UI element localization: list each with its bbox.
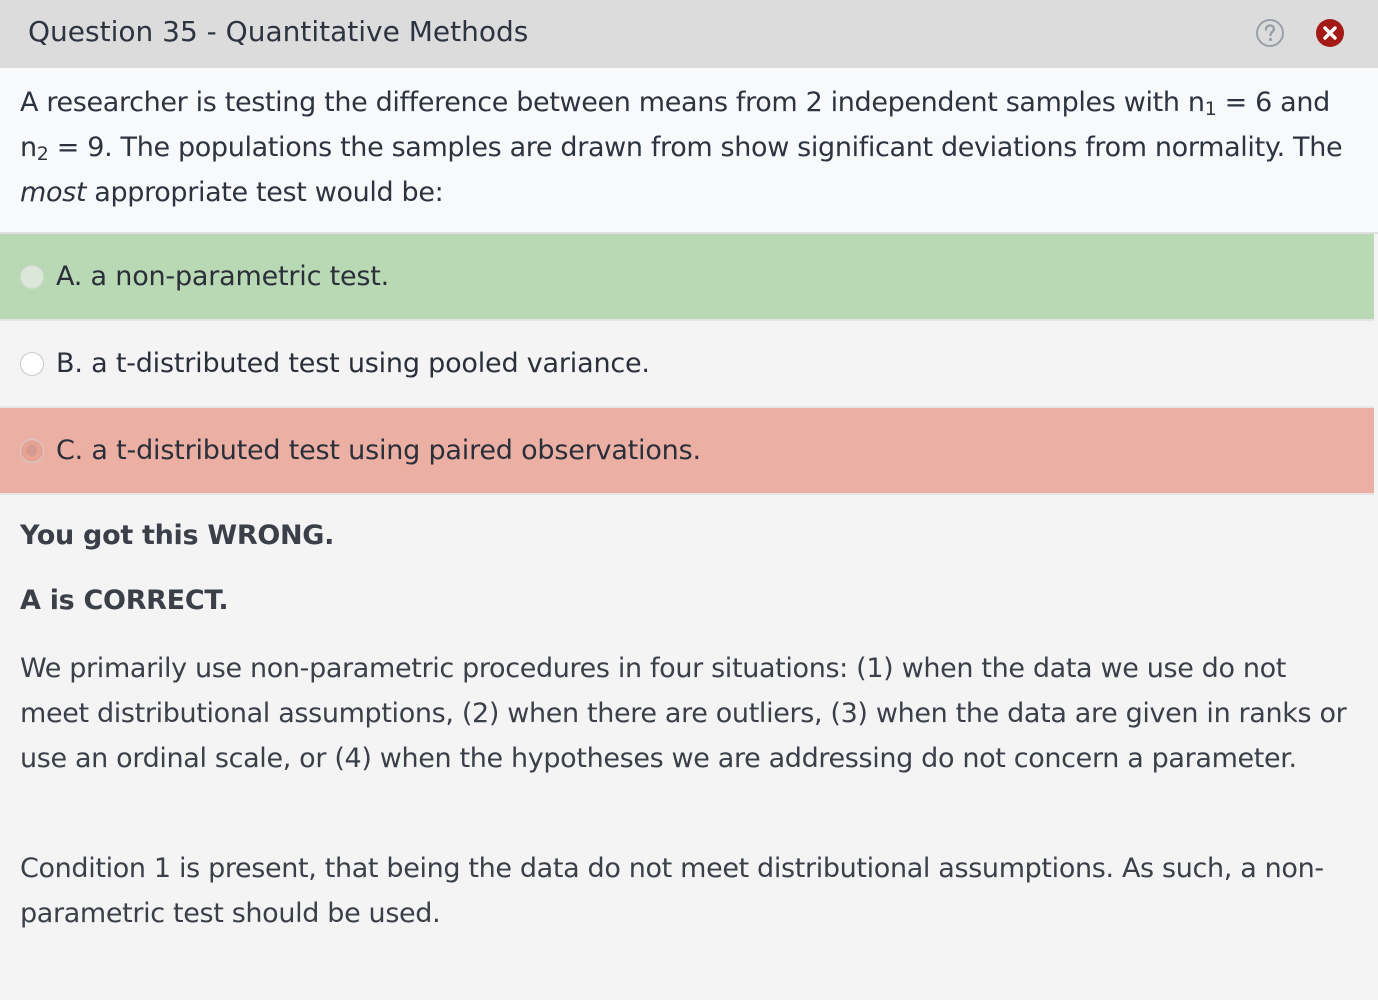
question-text-part: = 6 and n bbox=[20, 87, 1330, 163]
option-c-label: C. a t-distributed test using paired obs… bbox=[56, 435, 701, 466]
correct-answer-message: A is CORRECT. bbox=[20, 585, 229, 616]
option-c-radio[interactable] bbox=[20, 439, 44, 463]
option-a-label: A. a non-parametric test. bbox=[56, 261, 390, 292]
explanation-paragraph-2: Condition 1 is present, that being the d… bbox=[20, 853, 1324, 929]
result-message: You got this WRONG. bbox=[20, 520, 335, 551]
option-b[interactable]: B. a t-distributed test using pooled var… bbox=[0, 321, 1374, 408]
question-text-part: = 9. The populations the samples are dra… bbox=[48, 132, 1343, 163]
answer-feedback: You got this WRONG. A is CORRECT. We pri… bbox=[0, 496, 1378, 1000]
question-text: A researcher is testing the difference b… bbox=[0, 68, 1378, 234]
question-text-part: appropriate test would be: bbox=[86, 177, 444, 208]
question-emphasis: most bbox=[20, 177, 87, 208]
option-b-label: B. a t-distributed test using pooled var… bbox=[56, 348, 650, 379]
question-text-part: A researcher is testing the difference b… bbox=[20, 87, 1205, 118]
subscript-2: 2 bbox=[36, 143, 49, 165]
option-c[interactable]: C. a t-distributed test using paired obs… bbox=[0, 408, 1374, 495]
question-circle-icon[interactable] bbox=[1255, 18, 1285, 48]
option-b-radio[interactable] bbox=[20, 352, 44, 376]
option-a[interactable]: A. a non-parametric test. bbox=[0, 234, 1374, 321]
subscript-1: 1 bbox=[1204, 98, 1217, 120]
question-title: Question 35 - Quantitative Methods bbox=[28, 15, 529, 48]
option-a-radio[interactable] bbox=[20, 265, 44, 289]
explanation-paragraph-1: We primarily use non-parametric procedur… bbox=[20, 653, 1347, 774]
close-circle-icon[interactable] bbox=[1315, 18, 1345, 48]
question-header: Question 35 - Quantitative Methods bbox=[0, 0, 1378, 68]
